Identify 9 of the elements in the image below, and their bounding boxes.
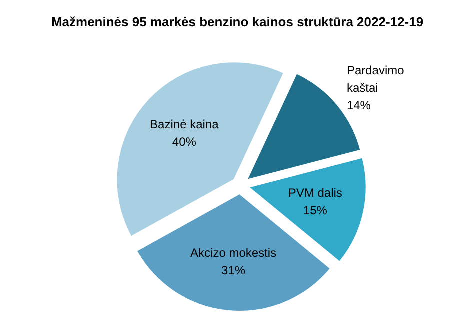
- slice-label: Pardavimo kaštai: [346, 64, 405, 96]
- slice-label: PVM dalis: [288, 186, 342, 200]
- data-label: 14%: [346, 98, 372, 113]
- data-label: 31%: [222, 264, 246, 278]
- slice-label: Bazinė kaina: [150, 117, 220, 132]
- slice-label: Akcizo mokestis: [190, 246, 277, 260]
- chart-title: Mažmeninės 95 markės benzino kainos struktūra 2022-12-19: [51, 14, 424, 30]
- data-label: 40%: [172, 134, 197, 149]
- data-label: 15%: [303, 204, 328, 218]
